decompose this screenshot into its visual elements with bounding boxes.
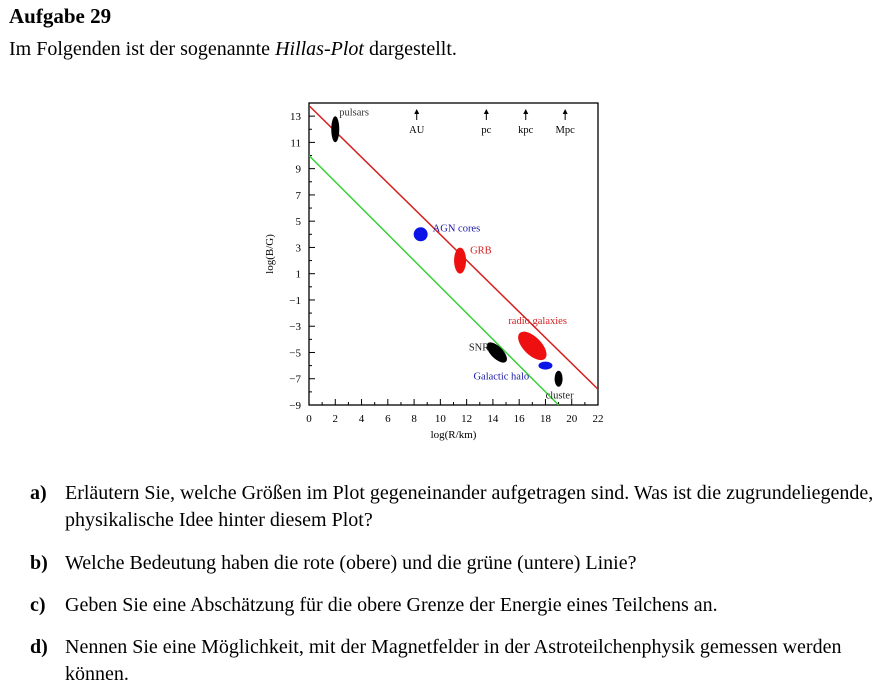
scale-marker-label: pc — [481, 125, 491, 136]
object-label-cluster: cluster — [546, 391, 574, 402]
object-cluster — [554, 370, 563, 387]
object-label-snr: SNR — [469, 342, 489, 353]
intro-post: dargestellt. — [363, 38, 457, 60]
question-text: Geben Sie eine Abschätzung für die obere… — [65, 594, 718, 616]
y-tick-label: 13 — [290, 111, 302, 123]
intro-pre: Im Folgenden ist der sogenannte — [9, 38, 276, 60]
x-tick-label: 18 — [540, 413, 552, 425]
y-tick-label: 1 — [296, 269, 302, 281]
green-limit-line — [309, 154, 560, 405]
y-tick-label: 3 — [296, 242, 302, 254]
object-label-pulsars: pulsars — [339, 107, 369, 118]
arrow-head-icon — [562, 109, 568, 114]
object-agn-cores — [413, 227, 428, 242]
x-tick-label: 0 — [306, 413, 312, 425]
question-label: c) — [30, 594, 46, 616]
x-tick-label: 8 — [411, 413, 417, 425]
arrow-head-icon — [523, 109, 529, 114]
scale-marker-label: Mpc — [556, 125, 576, 136]
question-text: Welche Bedeutung haben die rote (obere) … — [65, 552, 637, 574]
y-tick-label: −3 — [289, 321, 301, 333]
intro-term: Hillas-Plot — [275, 38, 364, 60]
y-tick-label: 11 — [290, 137, 301, 149]
object-radio-galaxies — [518, 331, 547, 361]
object-label-grb: GRB — [470, 246, 492, 257]
x-tick-label: 16 — [514, 413, 526, 425]
question-text: Nennen Sie eine Möglichkeit, mit der Mag… — [65, 636, 842, 685]
object-label-agn-cores: AGN cores — [433, 223, 481, 234]
x-tick-label: 2 — [333, 413, 339, 425]
question-label: a) — [30, 482, 47, 504]
x-tick-label: 20 — [566, 413, 578, 425]
intro-text: Im Folgenden ist der sogenannte Hillas-P… — [9, 38, 457, 61]
x-tick-label: 6 — [385, 413, 391, 425]
question-label: d) — [30, 636, 48, 658]
task-heading: Aufgabe 29 — [9, 4, 112, 28]
question-text: Erläutern Sie, welche Größen im Plot geg… — [65, 482, 874, 531]
y-tick-label: −1 — [289, 295, 301, 307]
object-label-radio-galaxies: radio galaxies — [508, 316, 567, 327]
hillas-plot: 0 2 4 6 8 10 12 14 16 18 20 22−9−7−5−3−1135791113lo… — [264, 102, 604, 441]
y-tick-label: −5 — [289, 347, 301, 359]
scale-marker-label: AU — [409, 125, 425, 136]
x-axis-label: log(R/km) — [431, 429, 477, 441]
question-label: b) — [30, 552, 48, 574]
y-tick-label: −7 — [289, 374, 301, 386]
x-tick-label: 12 — [461, 413, 472, 425]
object-galactic-halo — [538, 361, 553, 370]
y-tick-label: 5 — [296, 216, 302, 228]
object-label-galactic-halo: Galactic halo — [473, 372, 529, 383]
y-tick-label: 7 — [296, 190, 302, 202]
object-snr — [486, 342, 507, 363]
red-limit-line — [309, 105, 598, 390]
x-tick-label: 4 — [359, 413, 365, 425]
x-tick-label: 22 — [593, 413, 604, 425]
arrow-head-icon — [414, 109, 420, 114]
y-tick-label: 9 — [296, 164, 302, 176]
y-axis-label: log(B/G) — [264, 234, 276, 274]
arrow-head-icon — [483, 109, 489, 114]
object-pulsars — [331, 116, 340, 143]
scale-marker-label: kpc — [518, 125, 534, 136]
y-tick-label: −9 — [289, 400, 301, 412]
x-tick-label: 14 — [487, 413, 499, 425]
object-grb — [454, 247, 467, 274]
x-tick-label: 10 — [435, 413, 447, 425]
